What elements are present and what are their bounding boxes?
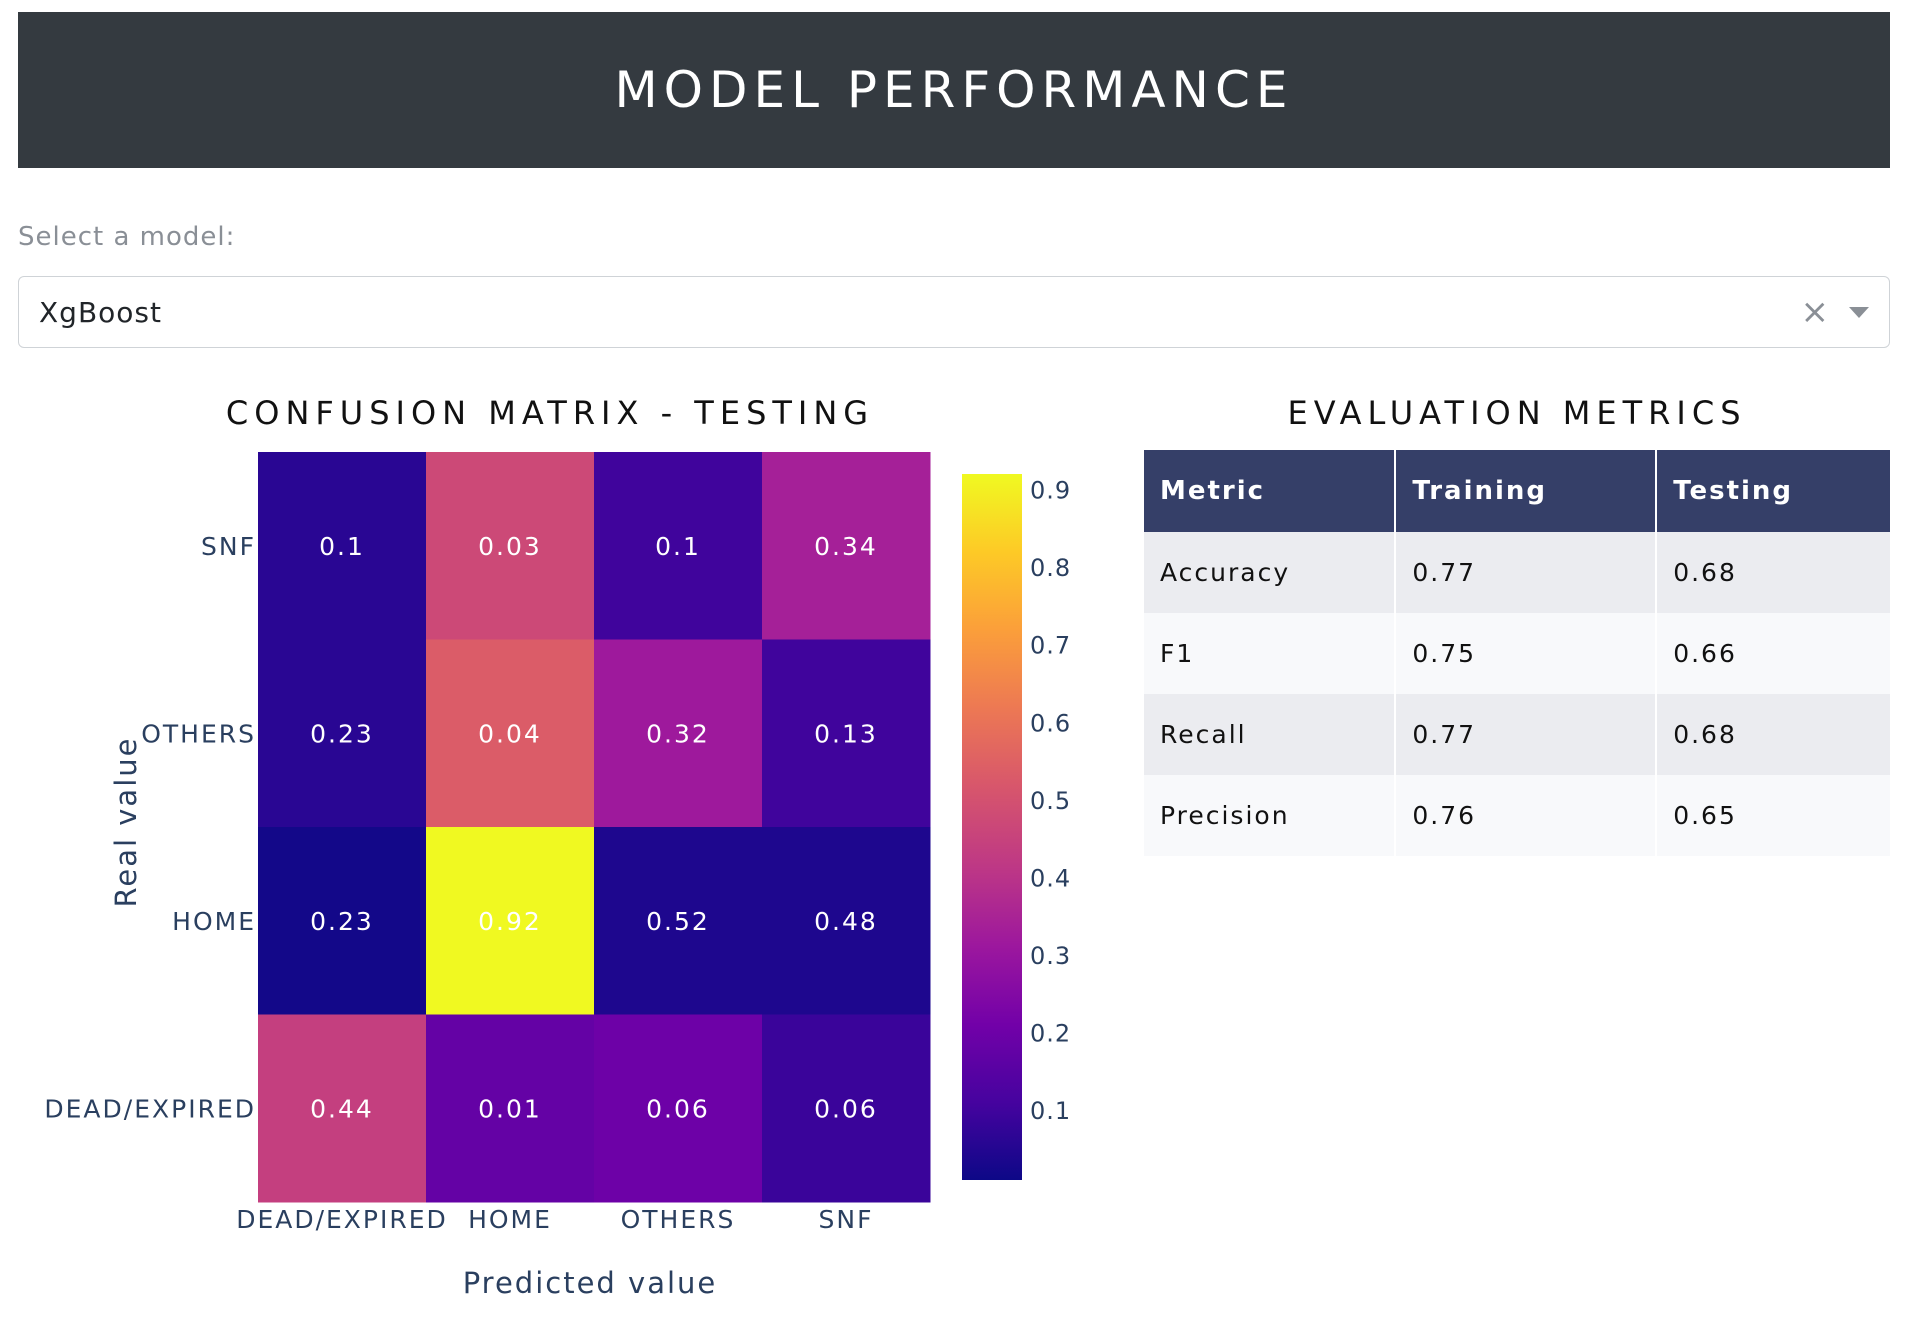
heatmap-cell [258, 639, 427, 828]
colorbar-tick-label: 0.7 [1030, 632, 1071, 660]
heatmap-cell [594, 827, 763, 1015]
cell-value-label: 0.01 [478, 1094, 542, 1123]
metric-name-cell: Precision [1144, 775, 1397, 856]
table-row: Accuracy 0.77 0.68 [1144, 532, 1890, 613]
metric-name-cell: F1 [1144, 613, 1397, 694]
confusion-matrix-title: CONFUSION MATRIX - TESTING [225, 394, 875, 432]
training-value-cell: 0.76 [1395, 775, 1658, 856]
colorbar-tick-label: 0.8 [1030, 554, 1071, 582]
cell-value-label: 0.23 [310, 719, 374, 748]
testing-value-cell: 0.66 [1656, 613, 1890, 694]
training-value-cell: 0.77 [1395, 532, 1658, 613]
column-header-metric[interactable]: Metric [1144, 450, 1397, 532]
cell-value-label: 0.03 [478, 532, 542, 561]
heatmap-cell [594, 639, 763, 828]
colorbar [962, 474, 1022, 1180]
cell-value-label: 0.23 [310, 907, 374, 936]
colorbar-tick-label: 0.6 [1030, 709, 1071, 737]
heatmap-cell [426, 639, 595, 828]
y-tick-label: DEAD/EXPIRED [44, 1094, 256, 1123]
testing-value-cell: 0.68 [1656, 694, 1890, 775]
x-axis-label: Predicted value [463, 1266, 718, 1300]
cell-value-label: 0.06 [646, 1094, 710, 1123]
y-axis-label: Real value [109, 737, 143, 908]
heatmap-cell [426, 1014, 595, 1203]
heatmap-cell [594, 1014, 763, 1203]
colorbar-tick-label: 0.5 [1030, 787, 1071, 815]
training-value-cell: 0.77 [1395, 694, 1658, 775]
heatmap-cell [258, 1014, 427, 1203]
testing-value-cell: 0.65 [1656, 775, 1890, 856]
testing-value-cell: 0.68 [1656, 532, 1890, 613]
metric-name-cell: Recall [1144, 694, 1397, 775]
x-tick-label: HOME [468, 1205, 552, 1234]
y-tick-label: OTHERS [141, 719, 256, 748]
close-icon[interactable]: × [1800, 292, 1830, 332]
column-header-testing[interactable]: Testing [1656, 450, 1890, 532]
x-tick-label: OTHERS [621, 1205, 736, 1234]
metric-name-cell: Accuracy [1144, 532, 1397, 613]
cell-value-label: 0.1 [319, 532, 365, 561]
training-value-cell: 0.75 [1395, 613, 1658, 694]
cell-value-label: 0.52 [646, 907, 710, 936]
evaluation-metrics-title: EVALUATION METRICS [1287, 394, 1747, 432]
cell-value-label: 0.92 [478, 907, 542, 936]
table-row: Recall 0.77 0.68 [1144, 694, 1890, 775]
x-tick-label: DEAD/EXPIRED [236, 1205, 448, 1234]
colorbar-tick-label: 0.2 [1030, 1020, 1071, 1048]
y-tick-label: SNF [201, 532, 256, 561]
cell-value-label: 0.48 [814, 907, 878, 936]
x-tick-label: SNF [819, 1205, 874, 1234]
confusion-matrix-chart: 0.1 0.03 0.1 0.34 0.23 0.04 0.32 0.13 0.23 0.92 0.… [44, 452, 1071, 1300]
heatmap-cell [594, 452, 763, 640]
cell-value-label: 0.13 [814, 719, 878, 748]
model-select-dropdown[interactable]: XgBoost × [18, 276, 1890, 348]
cell-value-label: 0.34 [814, 532, 878, 561]
heatmap-cell [258, 452, 427, 640]
chevron-down-icon[interactable] [1849, 307, 1869, 318]
heatmap-cell [762, 1014, 931, 1203]
colorbar-tick-label: 0.4 [1030, 864, 1071, 892]
page-title: MODEL PERFORMANCE [614, 61, 1294, 119]
heatmap-cell [426, 452, 595, 640]
table-row: Precision 0.76 0.65 [1144, 775, 1890, 856]
model-select-value: XgBoost [39, 295, 162, 329]
cell-value-label: 0.44 [310, 1094, 374, 1123]
cell-value-label: 0.06 [814, 1094, 878, 1123]
cell-value-label: 0.04 [478, 719, 542, 748]
metrics-table: Metric Training Testing Accuracy 0.77 0.… [1144, 450, 1890, 856]
heatmap-cell [762, 827, 931, 1015]
heatmap-cell [258, 827, 427, 1015]
column-header-training[interactable]: Training [1395, 450, 1658, 532]
colorbar-tick-label: 0.1 [1030, 1097, 1071, 1125]
colorbar-tick-label: 0.9 [1030, 477, 1071, 505]
cell-value-label: 0.32 [646, 719, 710, 748]
heatmap-cell [426, 827, 595, 1015]
metrics-header-row: Metric Training Testing [1144, 450, 1890, 532]
colorbar-tick-label: 0.3 [1030, 942, 1071, 970]
cell-value-label: 0.1 [655, 532, 701, 561]
table-row: F1 0.75 0.66 [1144, 613, 1890, 694]
heatmap-cell [762, 639, 931, 828]
y-tick-label: HOME [172, 907, 256, 936]
heatmap-cell [762, 452, 931, 640]
model-select-label: Select a model: [18, 222, 236, 252]
page-header: MODEL PERFORMANCE [18, 12, 1890, 168]
